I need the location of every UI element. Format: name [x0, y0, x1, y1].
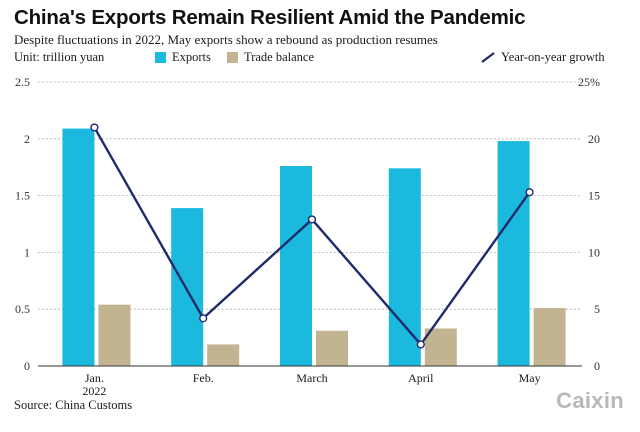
yoy-growth-point [525, 188, 534, 197]
yoy-growth-point [199, 314, 208, 323]
legend-label-trade-balance: Trade balance [244, 50, 314, 64]
left-axis-tick-label: 2 [24, 132, 30, 146]
chart-subtitle: Despite fluctuations in 2022, May export… [14, 32, 438, 47]
source-note: Source: China Customs [14, 398, 133, 412]
trade-balance-bar [98, 304, 131, 366]
exports-bar [497, 141, 530, 366]
chart-title: China's Exports Remain Resilient Amid th… [14, 6, 526, 29]
legend: Unit: trillion yuan Exports Trade balanc… [14, 50, 626, 66]
legend-label-yoy-growth: Year-on-year growth [501, 50, 605, 64]
right-axis-tick-label: 20 [588, 132, 600, 146]
category-label: March [296, 371, 327, 385]
category-label: April [408, 371, 434, 385]
yoy-growth-point [90, 123, 99, 132]
legend-label-exports: Exports [172, 50, 211, 64]
trade-balance-swatch [227, 52, 238, 63]
caixin-logo: Caixin [556, 388, 624, 413]
yoy-growth-point [416, 340, 425, 349]
legend-item-trade-balance: Trade balance [227, 50, 314, 65]
right-axis-tick-label: 5 [594, 302, 600, 316]
unit-label: Unit: trillion yuan [14, 50, 105, 64]
legend-item-yoy-growth: Year-on-year growth [481, 50, 605, 65]
left-axis-tick-label: 2.5 [15, 75, 30, 89]
right-axis-tick-label: 10 [588, 245, 600, 259]
trade-balance-bar [533, 308, 566, 366]
right-axis-tick-label: 0 [594, 359, 600, 373]
right-axis-tick-label: 25% [578, 75, 600, 89]
trade-balance-bar [424, 328, 457, 366]
left-axis-tick-label: 1 [24, 245, 30, 259]
right-axis-tick-label: 15 [588, 189, 600, 203]
yoy-growth-point [307, 215, 317, 224]
exports-bar [62, 128, 95, 366]
category-label: May [519, 371, 541, 385]
yoy-growth-line-icon [481, 52, 495, 63]
left-axis-tick-label: 1.5 [15, 189, 30, 203]
exports-bar [280, 166, 312, 366]
trade-balance-bar [316, 330, 348, 366]
exports-bar [388, 168, 421, 366]
trade-balance-bar [207, 344, 240, 366]
category-sublabel: 2022 [82, 384, 106, 398]
left-axis-tick-label: 0 [24, 359, 30, 373]
category-label: Feb. [193, 371, 214, 385]
legend-item-exports: Exports [155, 50, 211, 65]
exports-swatch [155, 52, 166, 63]
exports-bar [171, 208, 204, 366]
category-label: Jan. [85, 371, 104, 385]
left-axis-tick-label: 0.5 [15, 302, 30, 316]
